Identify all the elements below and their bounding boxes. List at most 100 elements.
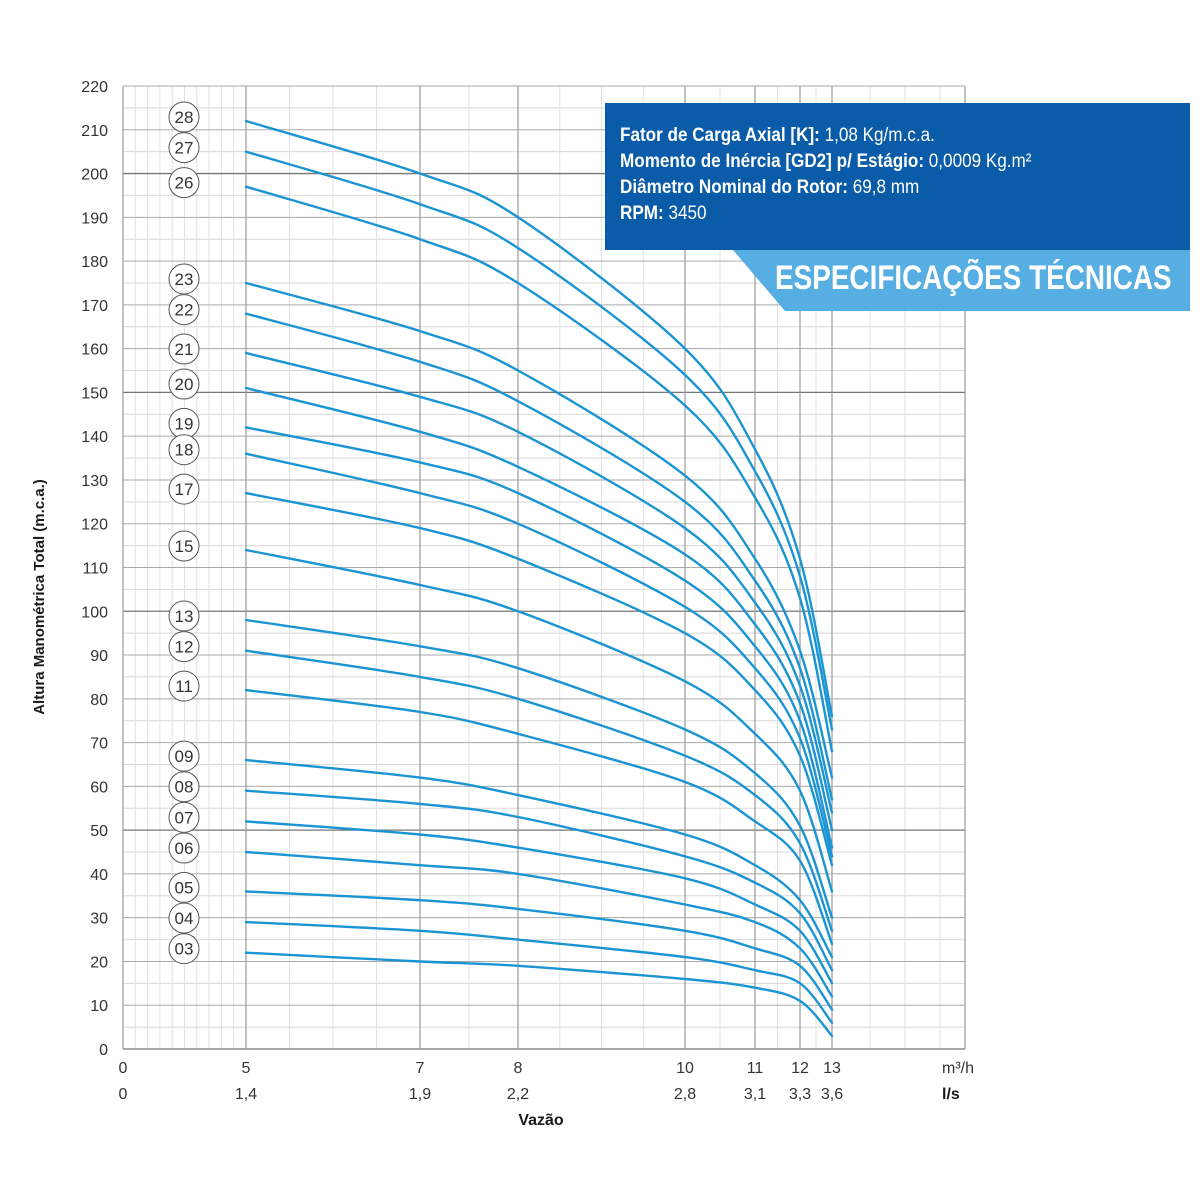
curve-stages-23 <box>244 281 834 779</box>
y-tick-label: 160 <box>81 342 108 359</box>
stage-label-text: 08 <box>175 778 194 797</box>
stage-label-text: 21 <box>175 340 194 359</box>
spec-inertia: Momento de Inércia [GD2] p/ Estágio: 0,0… <box>620 149 1133 175</box>
stage-label-circle <box>168 473 200 505</box>
spec-inertia-label: Momento de Inércia [GD2] p/ Estágio: <box>620 151 925 172</box>
x-tick-label-secondary: 1,9 <box>409 1086 431 1103</box>
curve-stages-03 <box>244 951 834 1038</box>
x-axis-title: Vazão <box>518 1112 564 1129</box>
stage-label-circle <box>168 933 200 965</box>
spec-inertia-value: 0,0009 Kg.m² <box>924 151 1032 172</box>
spec-rotor-diameter: Diâmetro Nominal do Rotor: 69,8 mm <box>620 175 1133 201</box>
stage-label-circle <box>168 333 200 365</box>
curve-stages-26 <box>244 185 834 753</box>
x-tick-label-secondary: 0 <box>119 1086 128 1103</box>
x-tick-label-secondary: 3,1 <box>744 1086 766 1103</box>
stage-label-text: 12 <box>175 638 194 657</box>
stage-label-22: 22 <box>168 294 200 326</box>
y-tick-label: 180 <box>81 254 108 271</box>
y-axis-title: Altura Manométrica Total (m.c.a.) <box>31 479 48 715</box>
y-tick-label: 50 <box>90 823 108 840</box>
stage-label-06: 06 <box>168 832 200 864</box>
y-tick-label: 110 <box>82 561 108 578</box>
curve-stages-27 <box>244 150 834 731</box>
stage-label-text: 07 <box>175 808 194 827</box>
x-tick-label-secondary: 1,4 <box>235 1086 257 1103</box>
x-tick-label-primary: 12 <box>791 1060 809 1077</box>
stage-label-circle <box>168 832 200 864</box>
stage-label-circle <box>168 434 200 466</box>
spec-rpm-label: RPM: <box>620 203 664 224</box>
stage-label-text: 05 <box>175 878 194 897</box>
stage-label-circle <box>168 530 200 562</box>
stage-label-03: 03 <box>168 933 200 965</box>
y-tick-label: 10 <box>90 998 108 1015</box>
curve-stages-28 <box>244 119 834 718</box>
stage-label-13: 13 <box>168 600 200 632</box>
spec-rotor-diameter-value: 69,8 mm <box>848 177 920 198</box>
stage-label-circle <box>168 600 200 632</box>
stage-label-11: 11 <box>168 670 200 702</box>
y-tick-label: 60 <box>90 779 108 796</box>
y-tick-label: 80 <box>90 692 108 709</box>
x-unit-primary: m³/h <box>942 1060 974 1077</box>
y-tick-labels: 0 10 20 30 40 50 60 70 80 90 100 110 120 130 140 150 160… <box>81 79 108 1059</box>
stage-label-text: 18 <box>175 441 194 460</box>
y-tick-label: 120 <box>81 517 108 534</box>
spec-rpm-value: 3450 <box>663 203 707 224</box>
stage-label-circle <box>168 801 200 833</box>
stage-label-circle <box>168 740 200 772</box>
stage-label-text: 28 <box>175 108 194 127</box>
x-tick-label-secondary: 3,3 <box>789 1086 811 1103</box>
y-tick-label: 0 <box>99 1042 108 1059</box>
stage-label-18: 18 <box>168 434 200 466</box>
y-tick-label: 30 <box>90 911 108 928</box>
stage-label-circle <box>168 263 200 295</box>
stage-label-circle <box>168 132 200 164</box>
x-tick-label-primary: 5 <box>242 1060 251 1077</box>
x-tick-label-primary: 10 <box>676 1060 694 1077</box>
y-tick-label: 220 <box>81 79 108 96</box>
stage-label-text: 20 <box>175 375 194 394</box>
stage-label-circle <box>168 101 200 133</box>
curve-stages-22 <box>244 312 834 801</box>
y-tick-label: 210 <box>81 123 108 140</box>
stage-label-text: 26 <box>175 174 194 193</box>
curve-stages-19 <box>244 426 834 849</box>
x-tick-label-primary: 13 <box>823 1060 841 1077</box>
stage-label-07: 07 <box>168 801 200 833</box>
y-tick-label: 150 <box>81 385 108 402</box>
y-tick-label: 100 <box>81 604 108 621</box>
spec-axial-load-value: 1,08 Kg/m.c.a. <box>819 125 935 146</box>
x-tick-labels: 0 0 5 1,4 7 1,9 8 2,2 10 2,8 11 3,1 12 3,3 13 3,6 <box>119 1060 844 1103</box>
curve-stages-15 <box>244 548 834 893</box>
curve-stages-11 <box>244 688 834 946</box>
stage-label-17: 17 <box>168 473 200 505</box>
stage-label-09: 09 <box>168 740 200 772</box>
performance-curves <box>244 119 834 1038</box>
y-tick-label: 20 <box>90 954 108 971</box>
x-tick-label-primary: 11 <box>747 1060 764 1077</box>
stage-label-15: 15 <box>168 530 200 562</box>
technical-specs-banner: ESPECIFICAÇÕES TÉCNICAS <box>733 250 1190 311</box>
curve-stages-12 <box>244 649 834 932</box>
stage-label-text: 06 <box>175 839 194 858</box>
x-tick-label-secondary: 2,2 <box>507 1086 529 1103</box>
stage-label-circle <box>168 771 200 803</box>
y-tick-label: 200 <box>81 167 108 184</box>
stage-label-27: 27 <box>168 132 200 164</box>
curve-stages-13 <box>244 618 834 919</box>
curve-stages-17 <box>244 491 834 867</box>
y-tick-label: 70 <box>90 736 108 753</box>
curve-stages-20 <box>244 386 834 832</box>
curve-stages-18 <box>244 452 834 858</box>
x-tick-label-primary: 8 <box>514 1060 523 1077</box>
y-tick-label: 130 <box>81 473 108 490</box>
curve-stages-07 <box>244 820 834 985</box>
curve-stages-06 <box>244 850 834 998</box>
stage-label-circle <box>168 902 200 934</box>
stage-label-05: 05 <box>168 871 200 903</box>
stage-label-text: 23 <box>175 270 194 289</box>
technical-specs-box: Fator de Carga Axial [K]: 1,08 Kg/m.c.a.… <box>605 103 1190 250</box>
